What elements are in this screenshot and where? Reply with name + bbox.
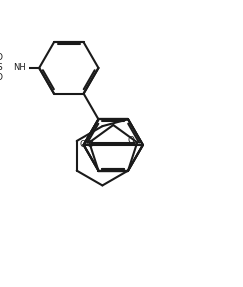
Text: O: O bbox=[128, 136, 135, 145]
Text: O: O bbox=[80, 140, 87, 149]
Text: O: O bbox=[0, 53, 3, 62]
Text: O: O bbox=[86, 140, 93, 150]
Text: O: O bbox=[0, 73, 3, 82]
Text: NH: NH bbox=[15, 63, 27, 72]
Text: S: S bbox=[0, 63, 2, 72]
Text: NH: NH bbox=[14, 63, 26, 72]
